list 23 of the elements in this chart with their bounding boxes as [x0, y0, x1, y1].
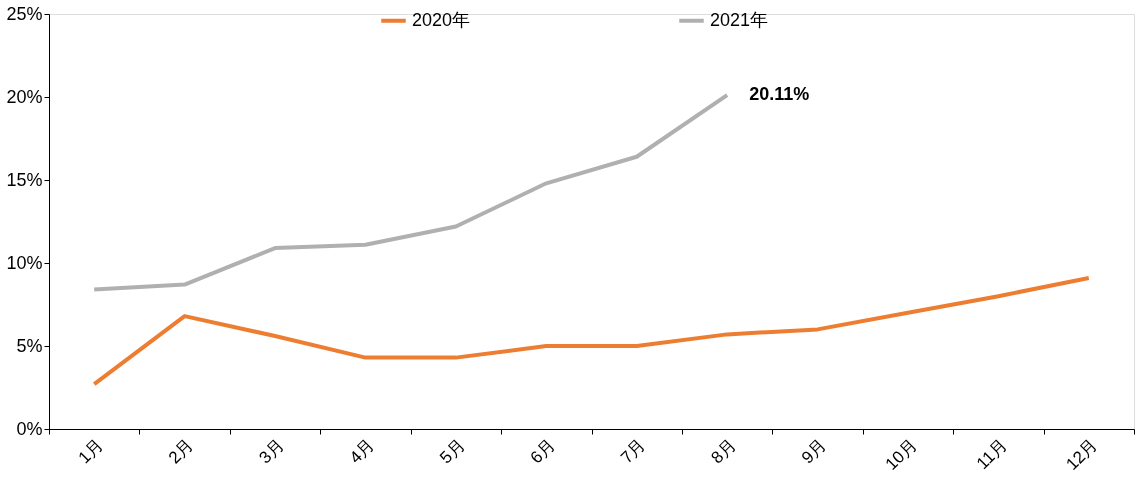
x-tick-label: 9月	[797, 435, 831, 468]
x-tick-label: 2月	[164, 435, 198, 468]
x-tick-label: 5月	[436, 435, 469, 468]
x-tick-label: 3月	[255, 435, 288, 468]
x-tick-label: 1月	[74, 435, 107, 468]
y-tick-label: 10%	[6, 252, 43, 273]
y-tick-label: 25%	[6, 3, 43, 24]
x-tick-label: 8月	[707, 435, 740, 468]
legend-label: 2020年	[412, 9, 471, 30]
y-tick-label: 15%	[6, 169, 43, 190]
x-tick-label: 12月	[1062, 435, 1102, 474]
x-tick-label: 7月	[617, 435, 650, 468]
data-label: 20.11%	[749, 84, 810, 105]
x-tick-label: 6月	[526, 435, 559, 468]
line-series	[92, 275, 1091, 387]
legend-label: 2021年	[710, 9, 769, 30]
y-tick-label: 5%	[16, 335, 43, 356]
y-tick-label: 0%	[16, 418, 43, 439]
x-tick-label: 11月	[972, 435, 1011, 474]
x-tick-label: 4月	[345, 435, 378, 468]
line-series	[92, 93, 730, 292]
y-tick-label: 20%	[6, 86, 43, 107]
x-tick-label: 10月	[881, 435, 921, 474]
